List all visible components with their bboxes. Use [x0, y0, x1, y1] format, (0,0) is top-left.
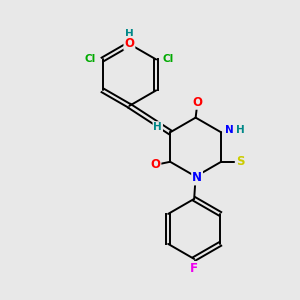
Text: F: F	[190, 262, 198, 275]
Text: O: O	[124, 37, 134, 50]
Text: H: H	[236, 125, 245, 135]
Text: H: H	[153, 122, 162, 132]
Text: S: S	[236, 155, 244, 168]
Text: N: N	[225, 125, 233, 135]
Text: Cl: Cl	[163, 54, 174, 64]
Text: H: H	[125, 29, 134, 39]
Text: N: N	[192, 172, 202, 184]
Text: O: O	[150, 158, 161, 171]
Text: O: O	[192, 96, 202, 109]
Text: Cl: Cl	[85, 54, 96, 64]
